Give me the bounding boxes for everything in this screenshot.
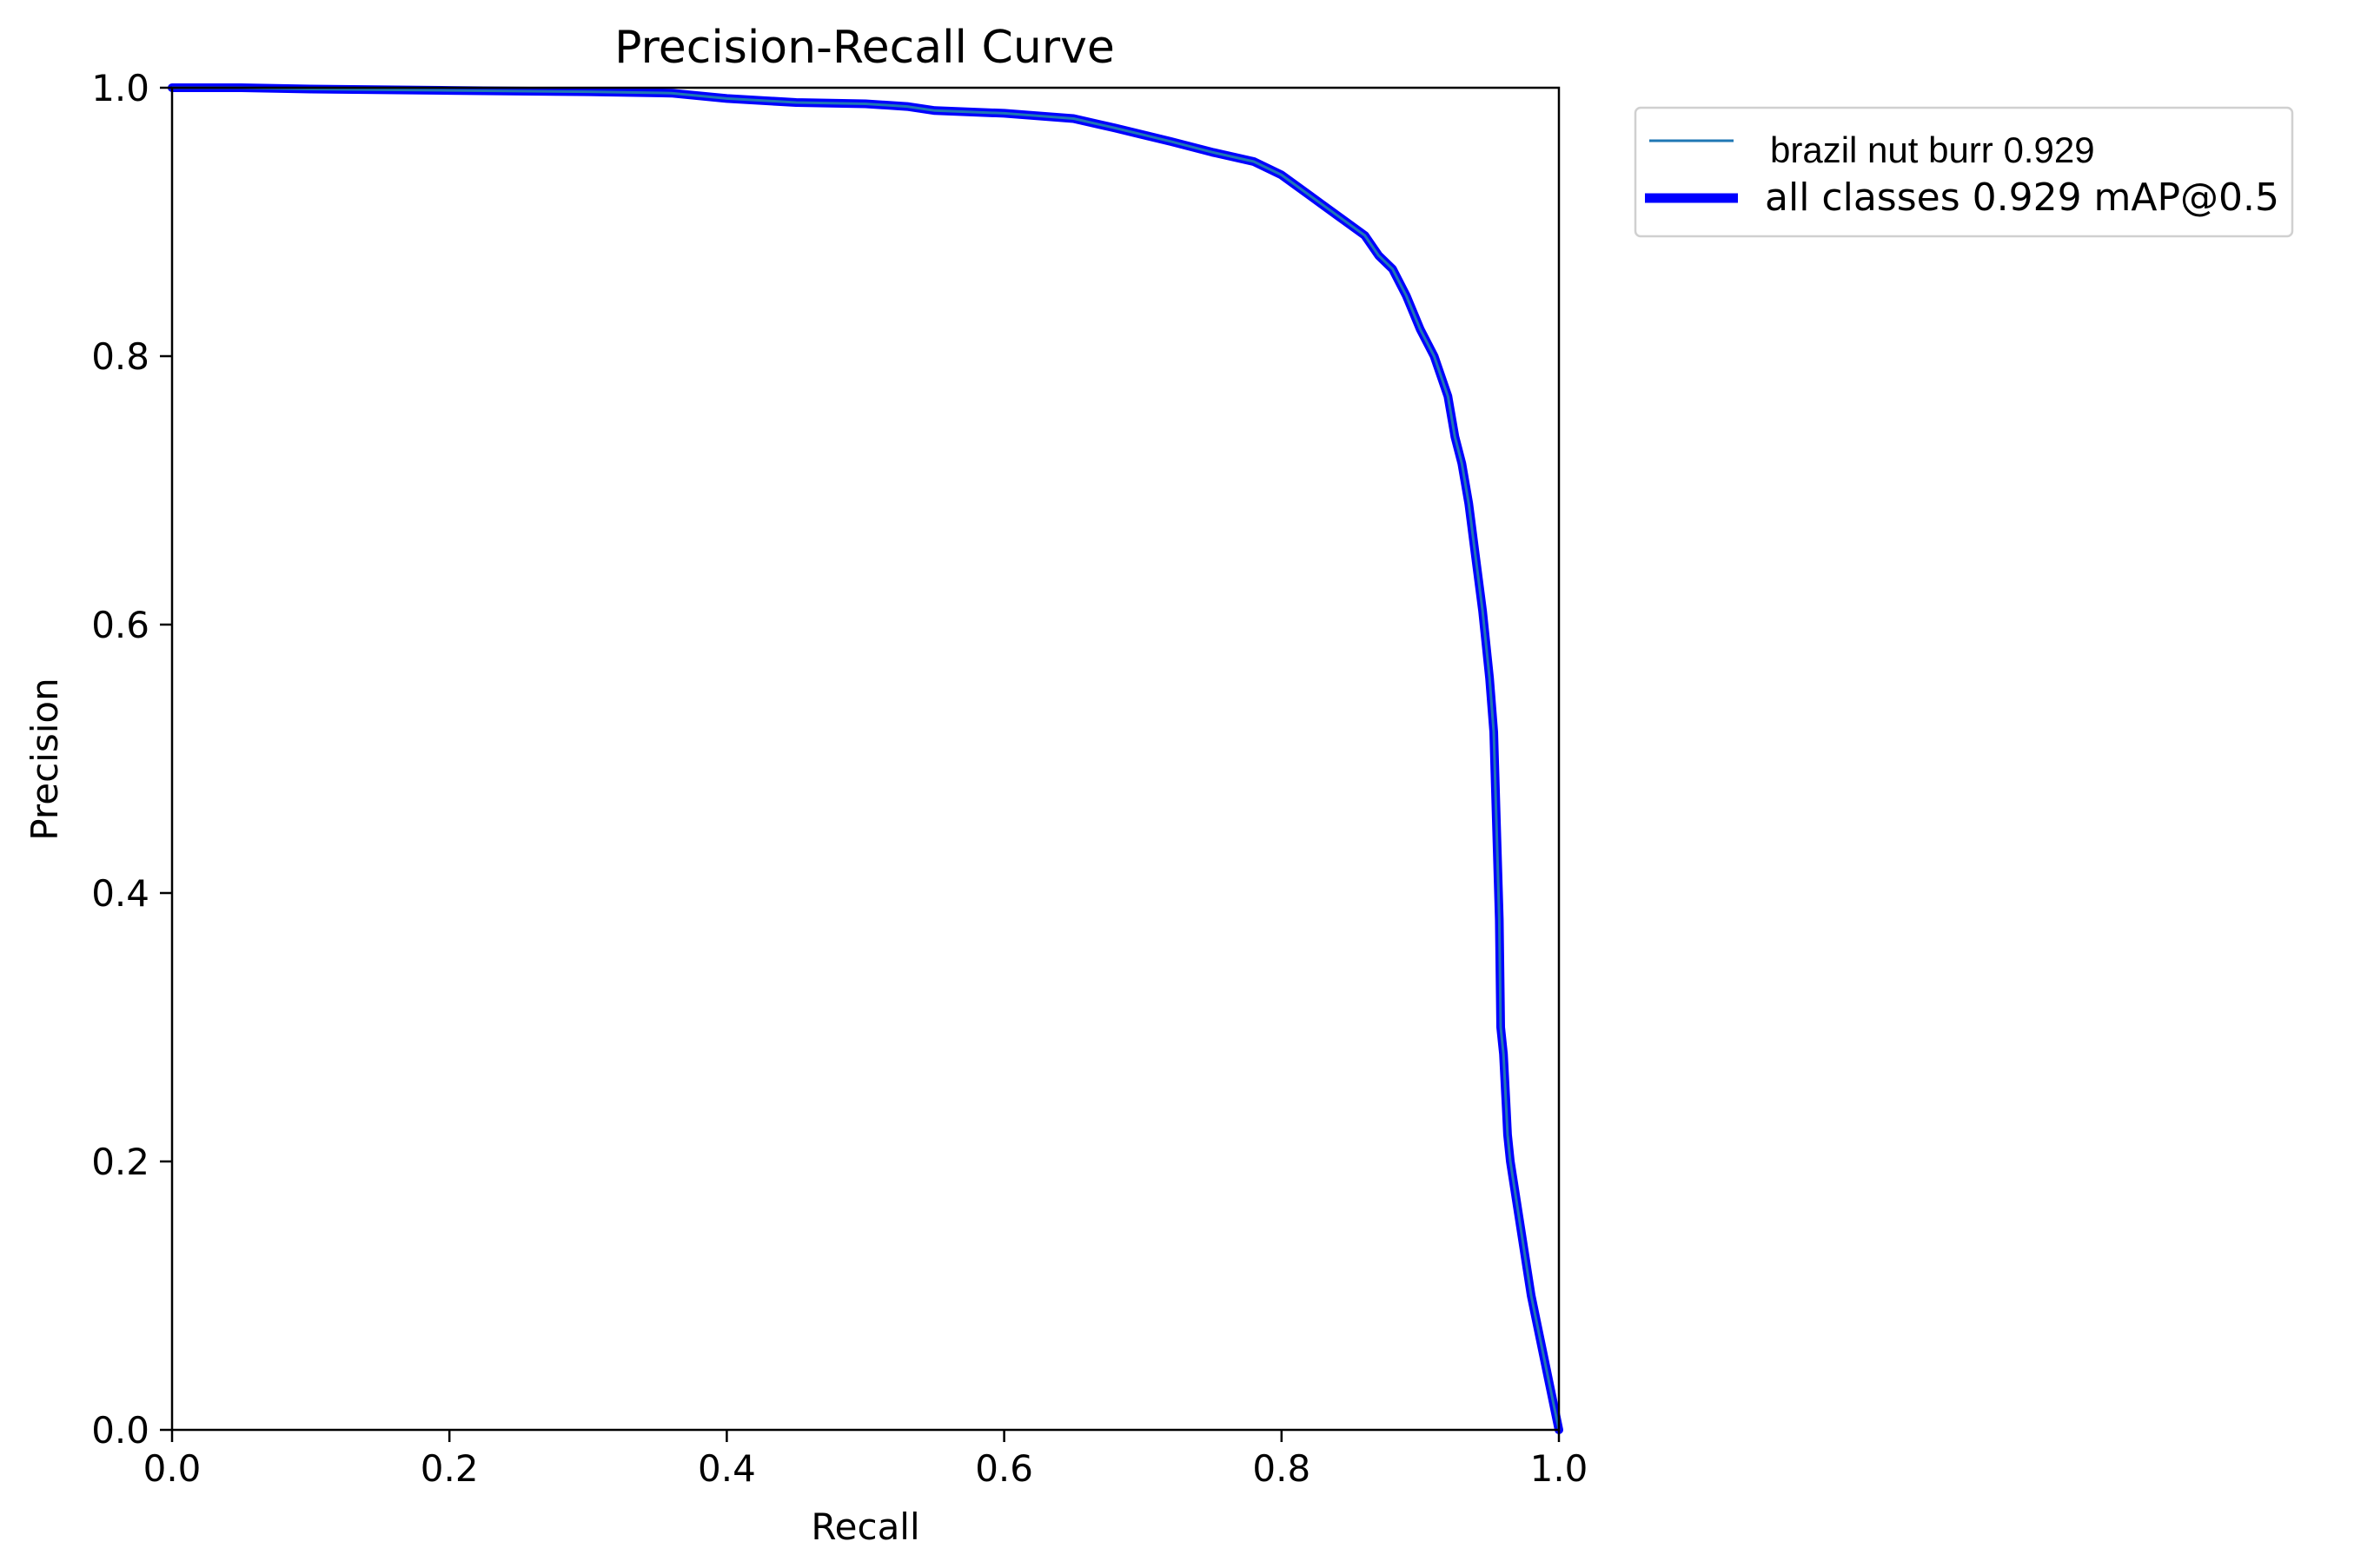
x-tick-label: 0.2 [421,1447,479,1490]
x-tick-label: 0.0 [143,1447,202,1490]
plot-frame [170,86,1561,1432]
x-tick-label: 0.4 [698,1447,756,1490]
y-tick-label: 0.2 [91,1141,149,1183]
y-tick-label: 0.0 [91,1409,149,1452]
x-tick-label: 1.0 [1530,1447,1588,1490]
legend-label-brazil-nut-burr: brazil nut burr 0.929 [1770,129,2095,170]
y-tick-label: 0.4 [91,872,149,915]
plot-area [168,83,1563,1434]
y-tick-label: 1.0 [91,67,149,109]
series-line-brazil-nut-burr [170,86,1561,1432]
x-tick-label: 0.6 [975,1447,1033,1490]
y-tick-label: 0.6 [91,604,149,646]
legend: brazil nut burr 0.929 all classes 0.929 … [1634,106,2294,238]
x-axis-ticks: 0.0 0.2 0.4 0.6 0.8 1.0 [143,1430,1588,1490]
chart-title: Precision-Recall Curve [614,22,1115,74]
y-axis-label: Precision [23,678,66,840]
x-tick-label: 0.8 [1252,1447,1310,1490]
legend-label-all-classes: all classes 0.929 mAP@0.5 [1765,175,2279,220]
legend-box [1634,106,2294,238]
y-tick-label: 0.8 [91,335,149,378]
x-axis-label: Recall [811,1505,919,1548]
y-axis-ticks: 0.0 0.2 0.4 0.6 0.8 1.0 [91,67,172,1452]
